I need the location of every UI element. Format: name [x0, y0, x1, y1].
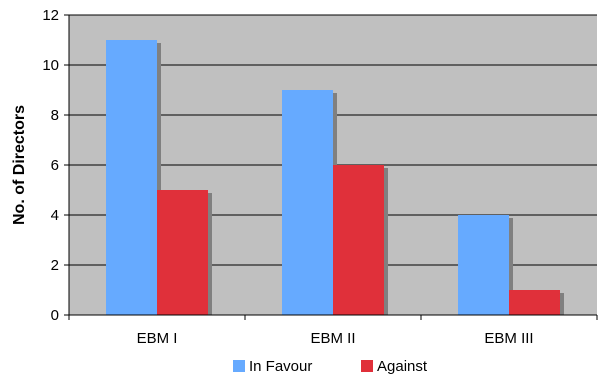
bars	[106, 40, 564, 315]
axes: 0 2 4 6 8 10 12 EBM I EBM II EBM III	[42, 7, 598, 347]
bar-against-ebm-iii	[509, 290, 560, 315]
bar-against-ebm-ii	[333, 165, 384, 315]
x-tick-label: EBM I	[137, 330, 178, 347]
bar-in-favour-ebm-iii	[458, 215, 509, 315]
y-tick-label: 12	[42, 7, 59, 24]
bar-in-favour-ebm-ii	[282, 90, 333, 315]
x-tick-label: EBM II	[310, 330, 355, 347]
y-tick-label: 4	[51, 207, 59, 224]
y-tick-label: 6	[51, 157, 59, 174]
x-tick-label: EBM III	[484, 330, 533, 347]
y-tick-label: 0	[51, 307, 59, 324]
legend-swatch	[233, 360, 245, 372]
legend-label: Against	[377, 358, 428, 375]
legend-label: In Favour	[249, 358, 312, 375]
y-tick-label: 8	[51, 107, 59, 124]
bar-against-ebm-i	[157, 190, 208, 315]
y-tick-label: 10	[42, 57, 59, 74]
y-axis-label: No. of Directors	[11, 105, 28, 225]
bar-in-favour-ebm-i	[106, 40, 157, 315]
legend: In Favour Against	[233, 358, 428, 375]
legend-swatch	[361, 360, 373, 372]
y-tick-label: 2	[51, 257, 59, 274]
